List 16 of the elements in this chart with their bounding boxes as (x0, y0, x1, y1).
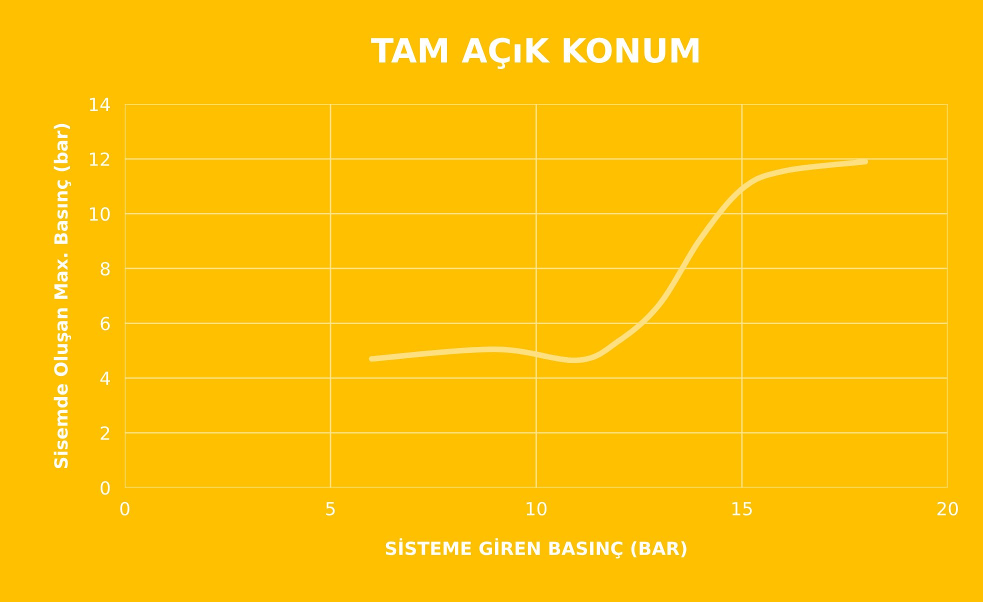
x-tick-label: 0 (120, 502, 130, 516)
y-tick-label: 12 (90, 152, 110, 166)
y-tick-label: 0 (100, 481, 110, 495)
chart-title: TAM AÇıK KONUM (371, 38, 698, 70)
y-tick-label: 2 (100, 426, 110, 440)
x-tick-label: 10 (526, 502, 547, 516)
y-tick-label: 6 (100, 316, 110, 330)
x-tick-label: 20 (937, 502, 958, 516)
x-tick-label: 5 (326, 502, 335, 516)
y-axis-title: Sisemde Oluşan Max. Basınç (bar) (54, 124, 72, 468)
y-tick-label: 4 (100, 372, 110, 385)
x-tick-label: 15 (732, 502, 752, 516)
y-tick-label: 10 (90, 207, 110, 221)
y-tick-label: 8 (100, 262, 110, 276)
x-axis-title: SİSTEME GİREN BASINÇ (BAR) (386, 538, 686, 558)
y-tick-label: 14 (90, 98, 110, 112)
